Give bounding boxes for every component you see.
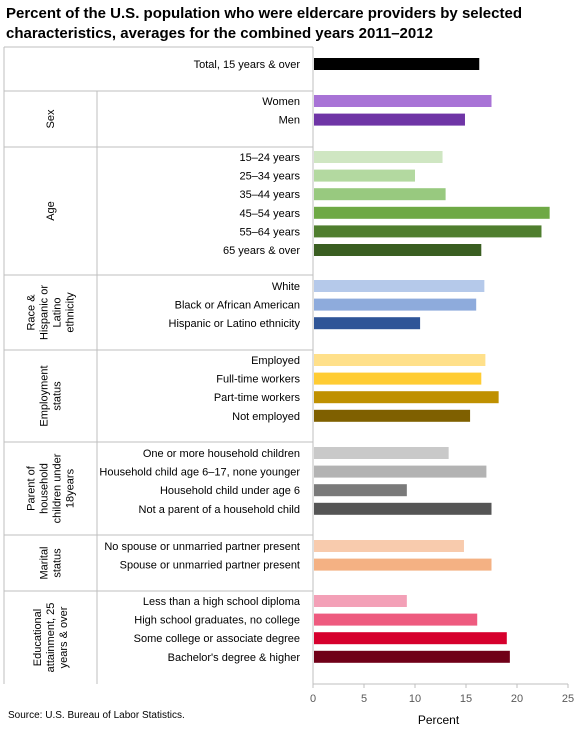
bar-label: Employed	[251, 355, 300, 367]
bar-parent-status	[314, 447, 449, 459]
bar-label: 35–44 years	[239, 189, 300, 201]
bar-label: Less than a high school diploma	[143, 596, 301, 608]
group-label-line: children under	[52, 453, 64, 523]
bar-label: Some college or associate degree	[134, 633, 300, 645]
group-label-educational-attainment: Educationalattainment, 25years & over	[32, 603, 70, 673]
bar-label: Not employed	[232, 411, 300, 423]
group-label-line: Sex	[45, 109, 57, 128]
bar-label: Household child under age 6	[160, 485, 300, 497]
bar-parent-status	[314, 484, 407, 497]
x-tick-label: 25	[562, 693, 574, 705]
bar-age	[314, 244, 482, 256]
bar-educational-attainment	[314, 632, 507, 645]
bar-marital-status	[314, 558, 492, 571]
bar-label: No spouse or unmarried partner present	[104, 541, 300, 553]
bar-employment-status	[314, 391, 499, 404]
bar-sex	[314, 113, 465, 126]
bar-age	[314, 151, 443, 163]
group-label-line: Latino	[52, 298, 64, 328]
group-label-line: Educational	[32, 609, 44, 667]
bar-employment-status	[314, 409, 471, 422]
bar-educational-attainment	[314, 595, 407, 607]
bar-label: Bachelor's degree & higher	[168, 652, 301, 664]
bar-label: One or more household children	[143, 448, 300, 460]
group-label-employment-status: Employmentstatus	[39, 365, 64, 426]
bar-label: Spouse or unmarried partner present	[120, 560, 300, 572]
bar-age	[314, 206, 550, 219]
bar-educational-attainment	[314, 650, 510, 663]
group-label-line: status	[52, 381, 64, 411]
bar-label: 15–24 years	[239, 152, 300, 164]
group-label-parent-status: Parent ofhouseholdchildren under18years	[26, 453, 77, 523]
bar-educational-attainment	[314, 613, 478, 626]
x-tick-label: 5	[361, 693, 367, 705]
group-label-marital-status: Maritalstatus	[39, 546, 64, 579]
bar-label: 45–54 years	[239, 208, 300, 220]
group-label-line: ethnicity	[65, 292, 77, 333]
group-label-line: years & over	[58, 606, 70, 668]
group-label-sex: Sex	[45, 109, 57, 128]
bar-age	[314, 188, 446, 201]
chart-title: Percent of the U.S. population who were …	[6, 5, 522, 42]
bar-label: Not a parent of a household child	[139, 504, 300, 516]
x-tick-label: 10	[409, 693, 421, 705]
group-label-line: Hispanic or	[39, 285, 51, 340]
x-tick-label: 15	[460, 693, 472, 705]
bar-age	[314, 169, 415, 182]
bar-age	[314, 225, 542, 238]
x-axis-label: Percent	[418, 713, 460, 727]
bar-label: Hispanic or Latino ethnicity	[169, 318, 301, 330]
x-tick-label: 0	[310, 693, 316, 705]
group-label-line: Parent of	[26, 465, 38, 511]
group-label-line: status	[52, 548, 64, 578]
group-label-line: 18years	[65, 468, 77, 508]
bar-label: Black or African American	[175, 300, 300, 312]
bar-employment-status	[314, 372, 482, 385]
bar-label: Part-time workers	[214, 392, 301, 404]
bar-total	[314, 58, 480, 70]
bar-label: Men	[279, 115, 300, 127]
bar-employment-status	[314, 354, 486, 366]
group-label-age: Age	[45, 201, 57, 221]
bar-label: 25–34 years	[239, 171, 300, 183]
bar-sex	[314, 95, 492, 107]
group-label-line: attainment, 25	[45, 603, 57, 673]
group-label-line: Marital	[39, 546, 51, 579]
group-label-line: household	[39, 463, 51, 514]
bar-label: Full-time workers	[216, 374, 300, 386]
group-label-line: Race &	[26, 294, 38, 331]
bar-race-ethnicity	[314, 280, 485, 292]
bar-race-ethnicity	[314, 317, 421, 330]
x-tick-label: 20	[511, 693, 523, 705]
bar-label: Women	[262, 96, 300, 108]
group-label-race-ethnicity: Race &Hispanic orLatinoethnicity	[26, 285, 77, 340]
bar-label: High school graduates, no college	[134, 615, 300, 627]
bar-label: White	[272, 281, 300, 293]
bar-label: Total, 15 years & over	[194, 59, 301, 71]
bar-parent-status	[314, 502, 492, 515]
bar-label: 65 years & over	[223, 245, 300, 257]
group-label-line: Age	[45, 201, 57, 221]
bar-parent-status	[314, 465, 487, 478]
bar-race-ethnicity	[314, 298, 477, 311]
source-note: Source: U.S. Bureau of Labor Statistics.	[8, 710, 185, 721]
bar-marital-status	[314, 540, 464, 552]
bar-label: Household child age 6–17, none younger	[99, 467, 300, 479]
group-label-line: Employment	[39, 365, 51, 426]
bar-label: 55–64 years	[239, 226, 300, 238]
